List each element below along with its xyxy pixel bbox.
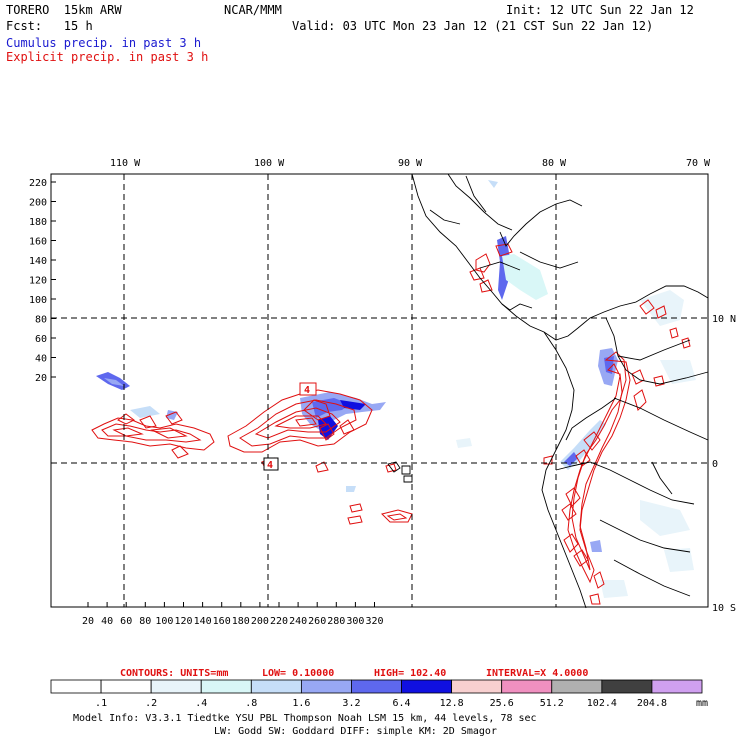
colorbar-swatch <box>651 679 703 694</box>
bottom-tick-label: 240 <box>289 616 307 627</box>
colorbar-label: .8 <box>245 698 257 709</box>
valid-time: Valid: 03 UTC Mon 23 Jan 12 (21 CST Sun … <box>292 19 654 33</box>
bottom-tick-label: 40 <box>101 616 113 627</box>
bottom-tick-label: 200 <box>251 616 269 627</box>
bottom-tick-label: 320 <box>365 616 383 627</box>
top-lon-label: 70 W <box>686 158 711 169</box>
svg-text:4: 4 <box>304 385 310 396</box>
bottom-tick-label: 300 <box>346 616 364 627</box>
top-lon-label: 80 W <box>542 158 567 169</box>
colorbar-label: 102.4 <box>587 698 617 709</box>
left-tick-label: 220 <box>29 178 47 189</box>
left-tick-label: 140 <box>29 256 47 267</box>
svg-text:4: 4 <box>267 460 273 471</box>
contour-label-1: 4 <box>299 382 317 396</box>
footer-physics-info: LW: Godd SW: Goddard DIFF: simple KM: 2D… <box>214 726 497 737</box>
colorbar-swatch <box>401 679 453 694</box>
bottom-tick-label: 60 <box>120 616 132 627</box>
colorbar-swatch <box>100 679 152 694</box>
contour-interval-label: INTERVAL=X 4.0000 <box>486 668 588 679</box>
contour-label-2: 4 <box>263 457 279 471</box>
colorbar-label: 1.6 <box>292 698 310 709</box>
top-lon-label: 110 W <box>110 158 141 169</box>
cumulus-precip-shading <box>96 180 696 598</box>
left-tick-label: 120 <box>29 276 47 287</box>
colorbar-swatch <box>200 679 252 694</box>
left-tick-label: 80 <box>35 315 47 326</box>
contour-units-label: CONTOURS: UNITS=mm <box>120 668 228 679</box>
colorbar-label: 3.2 <box>342 698 360 709</box>
left-tick-label: 40 <box>35 354 47 365</box>
left-tick-label: 200 <box>29 198 47 209</box>
footer-model-info: Model Info: V3.3.1 Tiedtke YSU PBL Thomp… <box>73 713 537 724</box>
right-lat-label: 10 S <box>712 603 736 614</box>
left-tick-label: 100 <box>29 295 47 306</box>
bottom-tick-label: 100 <box>155 616 173 627</box>
left-tick-label: 20 <box>35 373 47 384</box>
colorbar-swatch <box>50 679 102 694</box>
colorbar-label: 204.8 <box>637 698 667 709</box>
latlon-grid <box>51 174 708 607</box>
colorbar: .1 .2 .4 .8 1.6 3.2 6.4 12.8 25.6 51.2 102.4 204.8 m… <box>50 679 708 709</box>
init-time: Init: 12 UTC Sun 22 Jan 12 <box>506 3 694 17</box>
forecast-hour: Fcst: 15 h <box>6 19 93 33</box>
left-tick-label: 180 <box>29 217 47 228</box>
colorbar-label: 25.6 <box>490 698 514 709</box>
field-explicit-label: Explicit precip. in past 3 h <box>6 50 209 64</box>
right-lat-label: 0 <box>712 459 718 470</box>
colorbar-swatch <box>551 679 603 694</box>
right-lat-label: 10 N <box>712 314 736 325</box>
top-lon-label: 90 W <box>398 158 423 169</box>
model-name: TORERO 15km ARW <box>6 3 122 17</box>
contour-high-label: HIGH= 102.40 <box>374 668 446 679</box>
coastlines <box>387 173 709 609</box>
bottom-tick-label: 140 <box>194 616 212 627</box>
colorbar-label: .4 <box>195 698 207 709</box>
field-cumulus-label: Cumulus precip. in past 3 h <box>6 36 202 50</box>
colorbar-swatch <box>451 679 503 694</box>
contour-low-label: LOW= 0.10000 <box>262 668 334 679</box>
colorbar-label: 12.8 <box>440 698 464 709</box>
colorbar-swatch <box>501 679 553 694</box>
map-frame <box>50 173 709 608</box>
left-tick-label: 160 <box>29 237 47 248</box>
colorbar-label: 51.2 <box>540 698 564 709</box>
contour-info: CONTOURS: UNITS=mm LOW= 0.10000 HIGH= 10… <box>120 668 588 679</box>
center-name: NCAR/MMM <box>224 3 282 17</box>
bottom-tick-label: 120 <box>174 616 192 627</box>
bottom-tick-label: 180 <box>232 616 250 627</box>
colorbar-swatch <box>351 679 402 694</box>
colorbar-units: mm <box>696 698 708 709</box>
colorbar-label: .1 <box>95 698 107 709</box>
bottom-tick-label: 280 <box>327 616 345 627</box>
colorbar-swatch <box>150 679 202 694</box>
bottom-tick-label: 80 <box>139 616 151 627</box>
top-lon-label: 100 W <box>254 158 285 169</box>
colorbar-swatch <box>250 679 302 694</box>
colorbar-swatch <box>300 679 352 694</box>
bottom-tick-label: 20 <box>82 616 94 627</box>
colorbar-label: .2 <box>145 698 157 709</box>
bottom-tick-label: 160 <box>213 616 231 627</box>
bottom-tick-label: 220 <box>270 616 288 627</box>
colorbar-label: 6.4 <box>393 698 411 709</box>
left-tick-label: 60 <box>35 334 47 345</box>
bottom-tick-label: 260 <box>308 616 326 627</box>
colorbar-swatch <box>601 679 653 694</box>
